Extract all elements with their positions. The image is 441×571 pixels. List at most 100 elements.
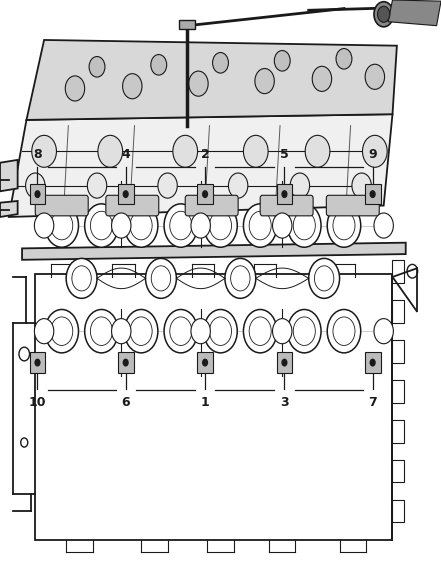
- Circle shape: [281, 359, 288, 367]
- Circle shape: [370, 190, 376, 198]
- Circle shape: [327, 309, 361, 353]
- FancyBboxPatch shape: [185, 195, 238, 216]
- Circle shape: [146, 258, 176, 299]
- Bar: [277, 352, 292, 373]
- Circle shape: [288, 204, 321, 247]
- Circle shape: [72, 266, 91, 291]
- Circle shape: [87, 173, 107, 198]
- Bar: [118, 184, 134, 204]
- Bar: [197, 352, 213, 373]
- Polygon shape: [26, 40, 397, 120]
- Polygon shape: [0, 160, 18, 191]
- Circle shape: [374, 319, 393, 344]
- Bar: [392, 260, 404, 283]
- Circle shape: [249, 317, 271, 345]
- Circle shape: [273, 213, 292, 238]
- Circle shape: [293, 211, 315, 240]
- Circle shape: [34, 213, 54, 238]
- Circle shape: [112, 319, 131, 344]
- Circle shape: [34, 190, 41, 198]
- Circle shape: [170, 211, 192, 240]
- Circle shape: [123, 190, 129, 198]
- Bar: [35, 274, 392, 540]
- Circle shape: [123, 359, 129, 367]
- Polygon shape: [22, 243, 406, 260]
- Circle shape: [225, 258, 256, 299]
- Circle shape: [243, 309, 277, 353]
- Circle shape: [352, 173, 371, 198]
- Circle shape: [374, 213, 393, 238]
- Circle shape: [293, 317, 315, 345]
- Circle shape: [202, 359, 208, 367]
- Bar: [392, 300, 404, 323]
- Circle shape: [51, 211, 73, 240]
- Text: 7: 7: [368, 396, 377, 409]
- Bar: [197, 184, 213, 204]
- Bar: [277, 184, 292, 204]
- Circle shape: [124, 309, 158, 353]
- Circle shape: [26, 173, 45, 198]
- Polygon shape: [0, 201, 18, 217]
- Bar: [179, 20, 195, 29]
- Bar: [365, 352, 381, 373]
- Text: 3: 3: [280, 396, 289, 409]
- Circle shape: [288, 309, 321, 353]
- Bar: [118, 352, 134, 373]
- Circle shape: [151, 266, 171, 291]
- Circle shape: [309, 258, 340, 299]
- Circle shape: [130, 211, 152, 240]
- Circle shape: [45, 204, 78, 247]
- Circle shape: [274, 51, 290, 71]
- Circle shape: [191, 213, 210, 238]
- Circle shape: [130, 317, 152, 345]
- Circle shape: [65, 76, 85, 101]
- Circle shape: [45, 309, 78, 353]
- Circle shape: [191, 319, 210, 344]
- Circle shape: [85, 204, 118, 247]
- Polygon shape: [9, 114, 392, 217]
- Circle shape: [123, 74, 142, 99]
- Bar: [392, 500, 404, 522]
- Text: 2: 2: [201, 148, 209, 161]
- Circle shape: [34, 359, 41, 367]
- Polygon shape: [388, 0, 441, 26]
- Bar: [392, 340, 404, 363]
- Circle shape: [209, 317, 232, 345]
- FancyBboxPatch shape: [260, 195, 313, 216]
- Circle shape: [66, 258, 97, 299]
- Circle shape: [281, 190, 288, 198]
- Circle shape: [124, 204, 158, 247]
- Bar: [30, 184, 45, 204]
- Text: 1: 1: [201, 396, 209, 409]
- Circle shape: [34, 319, 54, 344]
- Text: 4: 4: [121, 148, 130, 161]
- Circle shape: [305, 135, 330, 167]
- Circle shape: [89, 57, 105, 77]
- Circle shape: [85, 309, 118, 353]
- Circle shape: [314, 266, 334, 291]
- Circle shape: [158, 173, 177, 198]
- Circle shape: [249, 211, 271, 240]
- Circle shape: [312, 66, 332, 91]
- Circle shape: [336, 49, 352, 69]
- FancyBboxPatch shape: [106, 195, 159, 216]
- Text: 8: 8: [33, 148, 42, 161]
- Circle shape: [173, 135, 198, 167]
- FancyBboxPatch shape: [35, 195, 88, 216]
- Circle shape: [213, 53, 228, 73]
- Circle shape: [170, 317, 192, 345]
- Circle shape: [209, 211, 232, 240]
- Bar: [392, 420, 404, 443]
- Circle shape: [290, 173, 310, 198]
- Circle shape: [51, 317, 73, 345]
- Text: 10: 10: [29, 396, 46, 409]
- Bar: [30, 352, 45, 373]
- Circle shape: [333, 317, 355, 345]
- Text: 5: 5: [280, 148, 289, 161]
- Circle shape: [365, 64, 385, 90]
- Circle shape: [370, 359, 376, 367]
- Circle shape: [90, 211, 112, 240]
- Circle shape: [243, 135, 268, 167]
- Bar: [392, 460, 404, 482]
- Circle shape: [32, 135, 56, 167]
